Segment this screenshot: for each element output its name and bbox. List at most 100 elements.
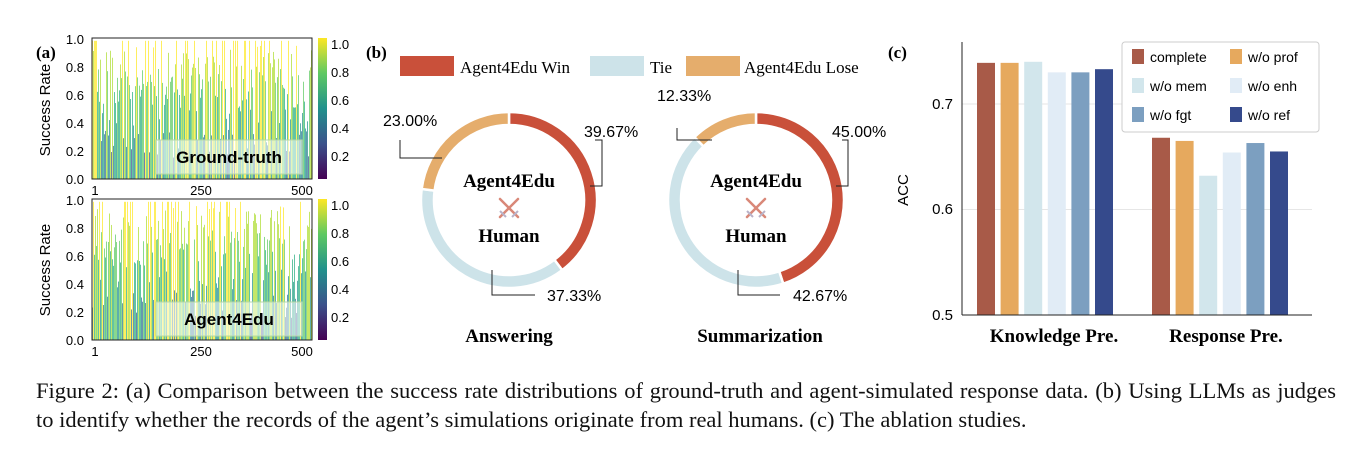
histogram-bar <box>282 243 283 340</box>
histogram-bar <box>118 281 119 340</box>
histogram-bar <box>249 253 250 340</box>
histogram-bar <box>234 238 235 340</box>
bar-w-o-ref-response <box>1270 151 1288 315</box>
panel-b: (b) Agent4Edu Win Tie Agent4Edu Lose Age… <box>366 43 886 347</box>
histogram-bar <box>214 62 215 180</box>
cbar-tick-top-1: 0.4 <box>331 121 349 136</box>
colorbar-ticks-bottom: 0.2 0.4 0.6 0.8 1.0 <box>331 198 349 325</box>
histogram-bar <box>310 67 311 179</box>
histogram-bar <box>139 261 140 340</box>
histogram-bar <box>170 232 171 340</box>
histogram-bar <box>228 216 229 340</box>
legend-label-wo-enh: w/o enh <box>1247 78 1297 94</box>
histogram-bar <box>264 40 265 179</box>
histogram-bar <box>267 239 268 340</box>
histogram-bar <box>142 301 143 340</box>
histogram-bar <box>197 225 198 340</box>
donut-answering: Agent4Edu Human 39.67% 37.33% 23.00% Ans… <box>383 110 638 347</box>
histogram-bar <box>128 222 129 340</box>
histogram-bar <box>224 236 225 340</box>
donut-answering-label-tie: 37.33% <box>547 288 601 305</box>
histogram-bar <box>93 50 94 180</box>
xtick-bottom-0: 1 <box>91 344 98 359</box>
cbar-tick-top-2: 0.6 <box>331 93 349 108</box>
bar-complete-response <box>1152 137 1170 315</box>
histogram-bar <box>255 214 256 340</box>
histogram-bar <box>104 248 105 340</box>
histogram-bar <box>187 244 188 340</box>
legend-label-wo-ref: w/o ref <box>1247 107 1290 123</box>
bar-w-o-ref-knowledge <box>1095 69 1113 315</box>
histogram-bar <box>231 231 232 340</box>
histogram-bar <box>217 97 218 179</box>
histogram-bar <box>106 52 107 179</box>
histogram-bar <box>145 303 146 340</box>
histogram-bar <box>155 201 156 340</box>
histogram-bar <box>138 227 139 340</box>
histogram-bar <box>259 72 260 179</box>
ytick-top-0: 0.0 <box>66 172 84 187</box>
histogram-bar <box>192 67 193 179</box>
legend-swatch-wo-prof <box>1230 49 1242 64</box>
histogram-bar <box>218 74 219 179</box>
histogram-bar <box>103 103 104 179</box>
histogram-bar <box>258 256 259 340</box>
figure: (a) Ground-truth 0.0 0.2 0.4 0.6 0.8 1.0… <box>36 32 1320 359</box>
histogram-bar <box>163 229 164 340</box>
histogram-bar <box>208 81 209 179</box>
histogram-bar <box>167 98 168 179</box>
histogram-bar <box>207 57 208 179</box>
histogram-bar <box>222 40 223 179</box>
legend-swatch-wo-fgt <box>1132 107 1144 122</box>
histogram-bar <box>196 206 197 340</box>
histogram-bar <box>307 121 308 179</box>
histogram-bar <box>154 86 155 179</box>
xticks-top: 1 250 500 <box>91 183 312 198</box>
bar-w-o-enh-response <box>1222 152 1241 315</box>
histogram-bar <box>117 287 118 340</box>
histogram-bar <box>243 79 244 179</box>
histogram-bar <box>161 40 162 179</box>
histogram-bar <box>169 243 170 340</box>
histogram-bar <box>153 47 154 179</box>
histogram-bar <box>124 201 125 340</box>
leader-line-summarization-lose <box>676 128 712 141</box>
donut-summarization-center-bottom: Human <box>725 226 787 247</box>
histogram-bar <box>96 40 97 179</box>
histogram-bar <box>168 201 169 340</box>
colorbar-top <box>318 38 327 179</box>
histogram-bar <box>107 296 108 340</box>
histogram-bar <box>237 40 238 179</box>
bar-w-o-fgt-knowledge <box>1071 72 1090 315</box>
histogram-bar <box>216 40 217 179</box>
histogram-bar <box>255 40 256 179</box>
histogram-bar <box>247 223 248 340</box>
histogram-bar <box>149 282 150 340</box>
histogram-bar <box>279 238 280 340</box>
histogram-bar <box>172 76 173 179</box>
donut-answering-slices <box>419 110 599 290</box>
yticks-top: 0.0 0.2 0.4 0.6 0.8 1.0 <box>66 32 84 187</box>
bar-w-o-prof-response <box>1175 140 1194 315</box>
histogram-bar <box>151 226 152 340</box>
swords-icon <box>745 197 767 219</box>
xtick-top-0: 1 <box>91 183 98 198</box>
histogram-bar <box>188 221 189 340</box>
histogram-bar <box>210 76 211 179</box>
histogram-bar <box>272 251 273 340</box>
legend-label-complete: complete <box>1150 49 1207 65</box>
histogram-bar <box>110 50 111 180</box>
ytick-top-2: 0.4 <box>66 116 84 131</box>
overlay-label-box-bottom <box>155 301 303 337</box>
histogram-bar <box>171 77 172 179</box>
histogram-bar <box>134 262 135 340</box>
histogram-bar <box>246 211 247 340</box>
histogram-bar <box>225 253 226 340</box>
histogram-bar <box>130 99 131 179</box>
plot-frame-top <box>91 37 313 180</box>
histogram-bar <box>105 130 106 179</box>
histogram-bar <box>194 239 195 340</box>
histogram-bar <box>221 81 222 179</box>
ytick-bottom-2: 0.4 <box>66 277 84 292</box>
histogram-bar <box>230 242 231 340</box>
